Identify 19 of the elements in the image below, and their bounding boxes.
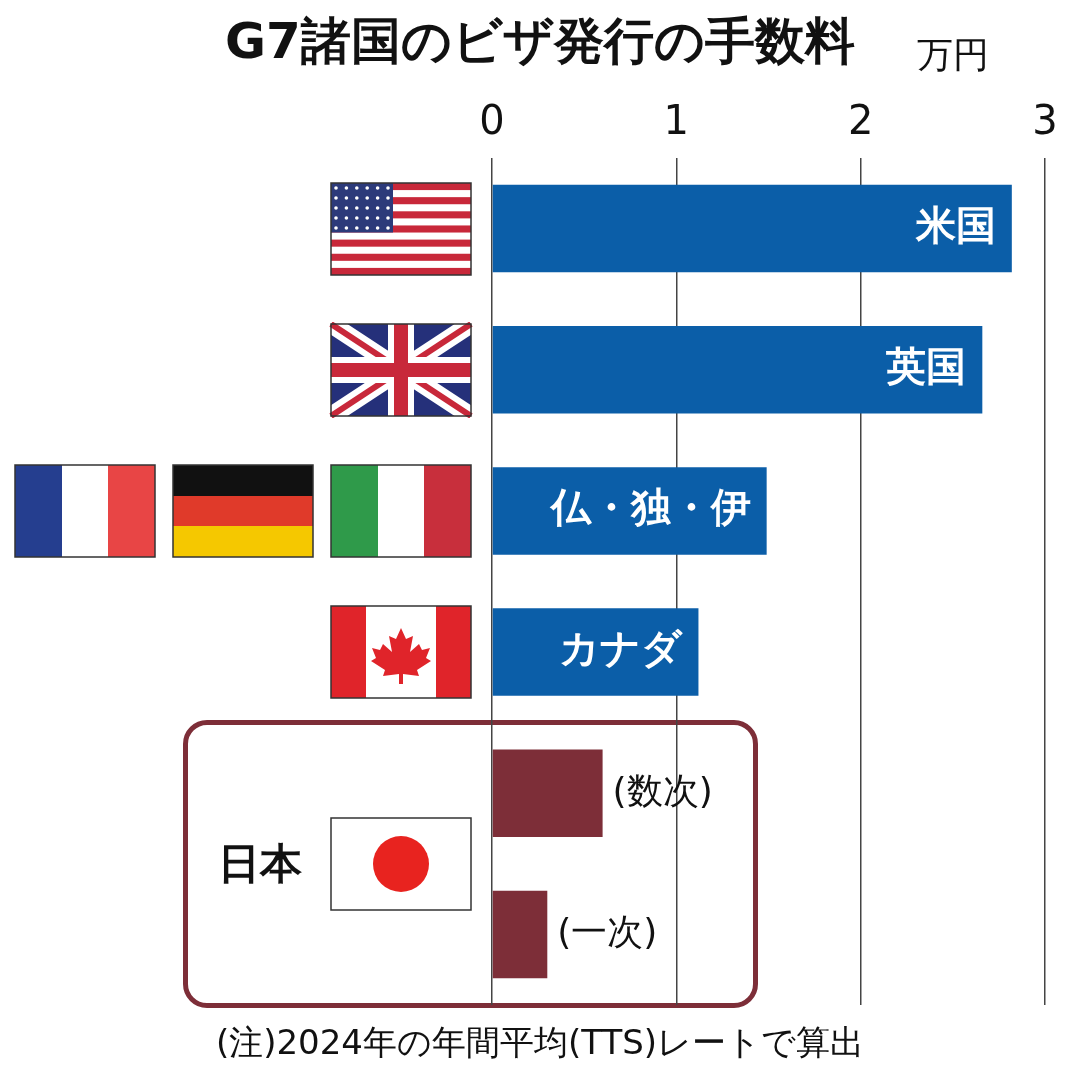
bar (492, 467, 767, 555)
bar (492, 890, 548, 979)
bar (492, 184, 1012, 273)
x-axis-title: 万円 (916, 34, 989, 76)
chart-title: G7諸国のビザ発行の手数料 (225, 12, 855, 70)
bar (492, 608, 699, 696)
bar (492, 749, 603, 838)
x-tick-label: 1 (663, 97, 690, 144)
x-tick-label: 0 (479, 97, 505, 144)
x-tick-label: 3 (1032, 97, 1058, 144)
bar (492, 325, 983, 414)
x-tick-label: 2 (847, 97, 874, 144)
text: (注)2024年の年間平均(TTS)レートで算出 (214, 1021, 866, 1064)
y-tick-label: 仏・独・伊 (548, 484, 751, 531)
y-tick-label: 英国 (885, 343, 967, 390)
y-tick-label: (一次) (557, 910, 658, 952)
y-tick-label: 米国 (914, 201, 996, 248)
text: 日本 (218, 837, 302, 890)
y-tick-label: カナダ (559, 625, 684, 672)
